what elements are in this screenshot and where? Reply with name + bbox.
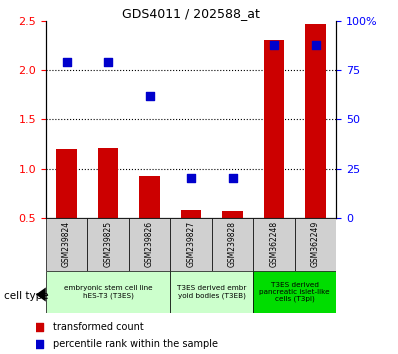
Bar xyxy=(264,40,285,218)
Bar xyxy=(129,218,170,271)
Bar xyxy=(170,218,212,271)
Point xyxy=(188,176,194,181)
Bar xyxy=(212,218,253,271)
Text: percentile rank within the sample: percentile rank within the sample xyxy=(53,339,218,349)
Point xyxy=(271,42,277,48)
Point xyxy=(232,114,239,120)
Bar xyxy=(253,218,295,271)
Bar xyxy=(139,176,160,218)
Text: embryonic stem cell line
hES-T3 (T3ES): embryonic stem cell line hES-T3 (T3ES) xyxy=(64,285,152,299)
Text: GSM239825: GSM239825 xyxy=(103,221,113,267)
Bar xyxy=(295,218,336,271)
Text: cell type: cell type xyxy=(4,291,49,301)
Bar xyxy=(305,24,326,218)
Text: transformed count: transformed count xyxy=(53,321,144,332)
Point xyxy=(312,42,319,48)
Point xyxy=(229,176,236,181)
Bar xyxy=(181,210,201,218)
Text: T3ES derived
pancreatic islet-like
cells (T3pi): T3ES derived pancreatic islet-like cells… xyxy=(259,282,330,302)
Text: GSM239827: GSM239827 xyxy=(187,221,195,267)
Bar xyxy=(170,271,253,313)
Point xyxy=(63,60,70,65)
Bar xyxy=(87,218,129,271)
Polygon shape xyxy=(36,287,46,302)
Bar xyxy=(56,149,77,218)
Text: T3ES derived embr
yoid bodies (T3EB): T3ES derived embr yoid bodies (T3EB) xyxy=(177,285,246,299)
Bar xyxy=(98,148,119,218)
Title: GDS4011 / 202588_at: GDS4011 / 202588_at xyxy=(122,7,260,20)
Point xyxy=(105,60,111,65)
Bar xyxy=(253,271,336,313)
Bar xyxy=(222,211,243,218)
Text: GSM362248: GSM362248 xyxy=(269,221,279,267)
Bar xyxy=(46,218,87,271)
Text: GSM239824: GSM239824 xyxy=(62,221,71,267)
Text: GSM362249: GSM362249 xyxy=(311,221,320,267)
Point xyxy=(232,274,239,279)
Point xyxy=(146,93,153,99)
Text: GSM239826: GSM239826 xyxy=(145,221,154,267)
Text: GSM239828: GSM239828 xyxy=(228,221,237,267)
Bar xyxy=(46,271,170,313)
